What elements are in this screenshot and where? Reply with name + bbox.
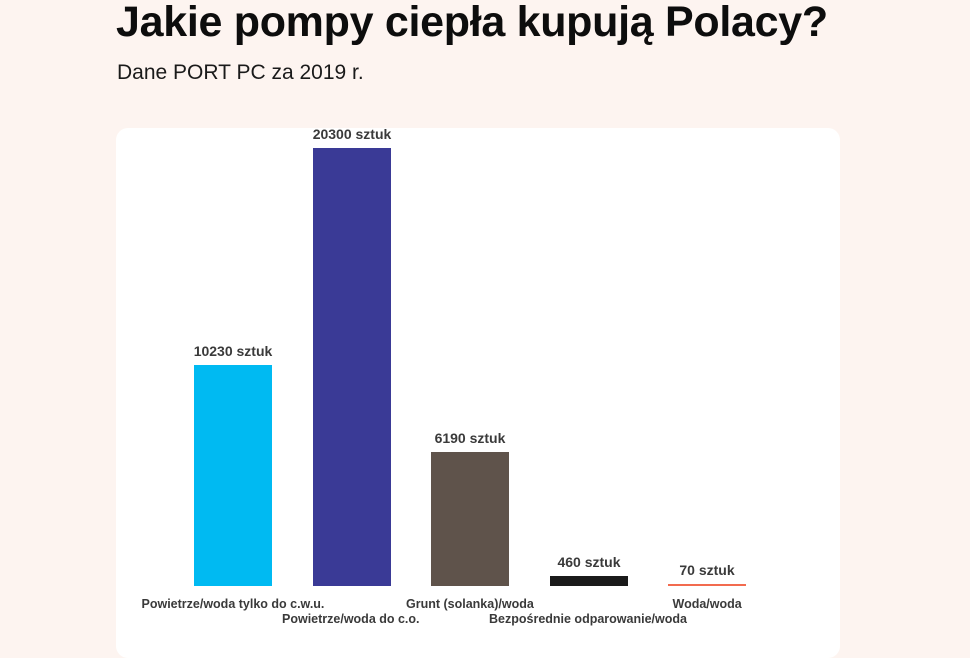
bar-value-label: 460 sztuk: [557, 554, 621, 570]
bar: [194, 365, 272, 586]
chart-subtitle: Dane PORT PC za 2019 r.: [117, 61, 364, 84]
category-label: Woda/woda: [672, 597, 742, 611]
category-label: Powietrze/woda tylko do c.w.u.: [141, 597, 325, 611]
bar: [668, 584, 746, 586]
bar: [550, 576, 628, 586]
bar: [431, 452, 509, 586]
bar-value-label: 20300 sztuk: [312, 126, 392, 142]
category-label: Bezpośrednie odparowanie/woda: [489, 612, 687, 626]
chart-title: Jakie pompy ciepła kupują Polacy?: [116, 0, 828, 46]
category-label: Grunt (solanka)/woda: [406, 597, 534, 611]
category-label: Powietrze/woda do c.o.: [282, 612, 420, 626]
bar: [313, 148, 391, 586]
bar-value-label: 6190 sztuk: [434, 430, 506, 446]
bar-value-label: 10230 sztuk: [193, 343, 273, 359]
bar-value-label: 70 sztuk: [679, 562, 735, 578]
